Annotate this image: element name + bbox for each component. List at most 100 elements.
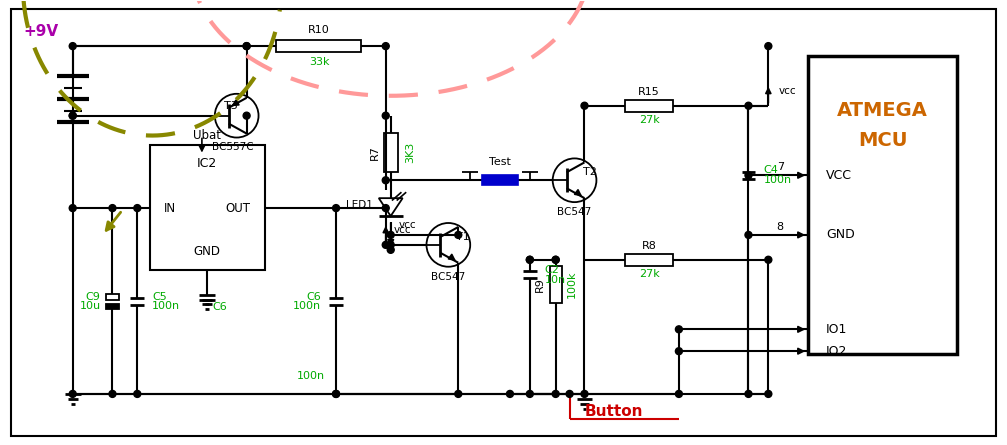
- Text: R15: R15: [638, 87, 660, 97]
- Text: C6: C6: [212, 303, 228, 312]
- Bar: [482, 175, 518, 185]
- Text: 100n: 100n: [293, 301, 321, 312]
- Text: Button: Button: [585, 405, 643, 419]
- Text: 10u: 10u: [80, 301, 101, 312]
- Text: 27k: 27k: [638, 115, 660, 125]
- Text: ATMEGA: ATMEGA: [837, 101, 928, 120]
- Bar: [625, 254, 673, 266]
- Text: IN: IN: [164, 202, 176, 214]
- Text: vcc: vcc: [399, 220, 416, 230]
- Text: Test: Test: [489, 158, 511, 167]
- Bar: [384, 133, 398, 172]
- Circle shape: [676, 390, 683, 397]
- Circle shape: [383, 43, 390, 49]
- Circle shape: [383, 241, 390, 248]
- Text: IO1: IO1: [826, 323, 847, 336]
- Text: +9V: +9V: [23, 24, 58, 39]
- Bar: [150, 146, 265, 270]
- Circle shape: [109, 205, 116, 211]
- Text: C4: C4: [763, 166, 778, 175]
- Text: LED1: LED1: [346, 200, 373, 210]
- Circle shape: [388, 241, 394, 248]
- Text: 27k: 27k: [638, 269, 660, 279]
- Text: 3K3: 3K3: [406, 142, 416, 163]
- Text: 8: 8: [776, 222, 783, 232]
- Circle shape: [745, 390, 752, 397]
- Circle shape: [243, 43, 250, 49]
- Text: BC547: BC547: [558, 207, 592, 217]
- Text: GND: GND: [826, 228, 855, 242]
- Circle shape: [332, 390, 339, 397]
- Circle shape: [581, 102, 588, 109]
- Bar: [625, 100, 673, 112]
- Circle shape: [566, 390, 573, 397]
- Text: GND: GND: [194, 245, 221, 258]
- Circle shape: [745, 102, 752, 109]
- Circle shape: [581, 390, 588, 397]
- Text: 10n: 10n: [545, 275, 566, 285]
- Circle shape: [676, 348, 683, 355]
- Text: C6: C6: [306, 291, 321, 302]
- Circle shape: [134, 390, 141, 397]
- Text: 100n: 100n: [763, 175, 792, 185]
- Text: vcc: vcc: [778, 86, 796, 96]
- Circle shape: [383, 177, 390, 184]
- Text: VCC: VCC: [826, 169, 852, 182]
- Circle shape: [765, 256, 771, 263]
- Text: OUT: OUT: [226, 202, 251, 214]
- Bar: [106, 304, 120, 309]
- Circle shape: [455, 390, 462, 397]
- Circle shape: [765, 390, 771, 397]
- Circle shape: [69, 43, 77, 49]
- Circle shape: [507, 390, 514, 397]
- Circle shape: [527, 390, 534, 397]
- Circle shape: [243, 112, 250, 119]
- Circle shape: [69, 112, 77, 119]
- Text: R8: R8: [641, 241, 657, 251]
- Text: IC2: IC2: [197, 157, 218, 170]
- Text: C9: C9: [86, 291, 101, 302]
- Circle shape: [745, 231, 752, 239]
- Text: BC547: BC547: [431, 271, 465, 282]
- Text: R9: R9: [535, 277, 545, 292]
- Text: BC557C: BC557C: [211, 142, 254, 153]
- Circle shape: [383, 205, 390, 211]
- Text: 7: 7: [776, 162, 783, 172]
- Text: Ubat: Ubat: [193, 129, 221, 142]
- Text: T3: T3: [224, 101, 238, 111]
- Text: 100n: 100n: [152, 301, 180, 312]
- Circle shape: [745, 172, 752, 179]
- Text: T2: T2: [582, 167, 596, 177]
- Circle shape: [765, 43, 771, 49]
- Circle shape: [134, 205, 141, 211]
- Text: R10: R10: [308, 25, 330, 35]
- Text: 33k: 33k: [309, 57, 329, 67]
- Circle shape: [527, 256, 534, 263]
- Circle shape: [388, 247, 394, 253]
- Circle shape: [676, 326, 683, 333]
- Text: 100k: 100k: [567, 271, 577, 298]
- Circle shape: [332, 390, 339, 397]
- Bar: [106, 294, 120, 299]
- Bar: [277, 40, 361, 52]
- Circle shape: [552, 390, 559, 397]
- Circle shape: [109, 390, 116, 397]
- Text: MCU: MCU: [858, 131, 907, 150]
- Bar: [550, 266, 562, 303]
- Circle shape: [527, 256, 534, 263]
- Circle shape: [332, 205, 339, 211]
- Circle shape: [69, 205, 77, 211]
- Circle shape: [455, 231, 462, 239]
- Text: R7: R7: [370, 145, 380, 160]
- Text: vcc: vcc: [394, 225, 411, 235]
- Bar: [808, 56, 957, 354]
- Circle shape: [69, 390, 77, 397]
- Circle shape: [383, 112, 390, 119]
- Circle shape: [552, 256, 559, 263]
- Circle shape: [69, 112, 77, 119]
- Text: C5: C5: [152, 291, 167, 302]
- Text: IO2: IO2: [826, 345, 847, 358]
- Circle shape: [388, 231, 394, 239]
- Circle shape: [552, 256, 559, 263]
- Circle shape: [243, 43, 250, 49]
